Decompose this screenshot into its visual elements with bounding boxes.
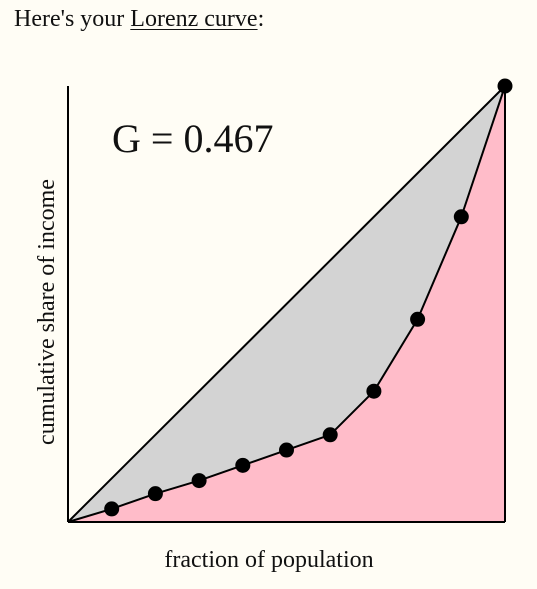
- x-axis-label: fraction of population: [164, 547, 373, 573]
- data-point: [410, 311, 426, 327]
- equality-line: [67, 85, 506, 523]
- data-point: [104, 501, 120, 517]
- gini-annotation: G = 0.467: [112, 116, 273, 161]
- area-under-curve: [68, 86, 505, 522]
- y-axis-label: cumulative share of income: [34, 179, 60, 445]
- data-point: [235, 457, 251, 473]
- intro-prefix: Here's your: [14, 6, 131, 32]
- data-point: [497, 78, 513, 94]
- intro-text: Here's your Lorenz curve:: [14, 4, 264, 34]
- data-point: [366, 383, 382, 399]
- data-point: [453, 209, 469, 225]
- data-point: [191, 473, 207, 489]
- data-point: [147, 486, 163, 502]
- data-point: [322, 427, 338, 443]
- data-point: [279, 442, 294, 458]
- lorenz-curve-link[interactable]: Lorenz curve: [130, 6, 258, 32]
- intro-suffix: :: [257, 6, 265, 32]
